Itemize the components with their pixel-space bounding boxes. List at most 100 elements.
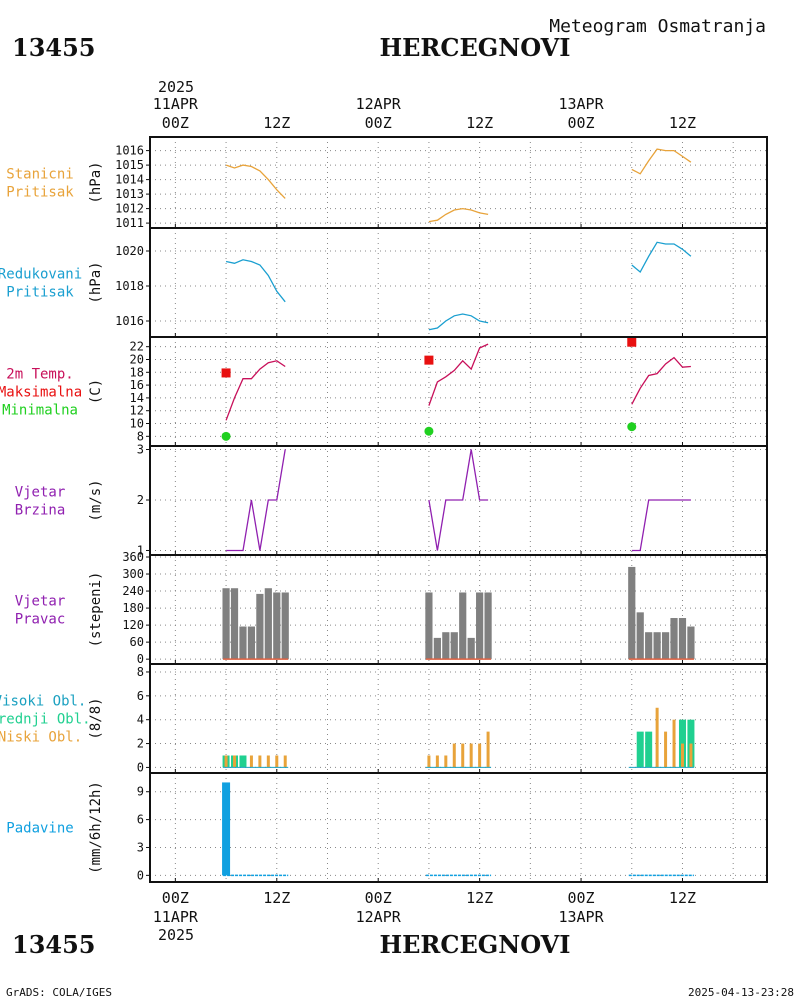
panel-label-line: Visoki Obl. (0, 694, 86, 710)
panel-label-line: Maksimalna (0, 385, 82, 401)
series-line (428, 343, 489, 406)
series-line (225, 164, 286, 199)
y-tick-label: 1020 (115, 244, 144, 258)
cloud-low-bar (224, 755, 228, 768)
panel-label-line: Pravac (15, 612, 66, 628)
y-tick-label: 4 (137, 713, 144, 727)
cloud-mid-bar (239, 755, 247, 768)
cloud-low-bar (461, 743, 465, 768)
min-temp-marker (221, 431, 231, 441)
credit-text: GrADS: COLA/IGES (6, 986, 112, 999)
y-tick-label: 1016 (115, 314, 144, 328)
y-tick-label: 1016 (115, 144, 144, 158)
cloud-low-bar (435, 755, 439, 768)
series-line (428, 313, 489, 331)
y-tick-label: 1012 (115, 202, 144, 216)
wind-direction-bar (687, 626, 695, 660)
bottom-hour-label: 12Z (466, 889, 493, 907)
top-hour-label: 00Z (365, 114, 392, 132)
wind-direction-bar (450, 632, 458, 660)
top-year-label: 2025 (158, 78, 194, 96)
y-tick-label: 3 (137, 840, 144, 854)
y-tick-label: 10 (130, 417, 144, 431)
cloud-low-bar (478, 743, 482, 768)
precip-bar (222, 782, 231, 876)
y-tick-label: 18 (130, 365, 144, 379)
wind-direction-bar (264, 588, 272, 660)
y-tick-label: 16 (130, 378, 144, 392)
station-id-top: 13455 (12, 33, 96, 62)
y-tick-label: 1018 (115, 279, 144, 293)
panel-label-line: Minimalna (2, 403, 78, 419)
cloud-low-bar (233, 755, 237, 768)
wind-direction-bar (484, 592, 492, 660)
cloud-low-bar (258, 755, 262, 768)
panel-label-line: Pritisak (6, 185, 74, 201)
wind-direction-bar (636, 612, 644, 660)
series-line (428, 449, 489, 551)
y-tick-label: 1014 (115, 173, 144, 187)
min-temp-marker (424, 426, 434, 436)
header: 13455 HERCEGNOVI Meteogram Osmatranja (12, 16, 766, 62)
cloud-low-bar (680, 743, 684, 768)
y-tick-label: 120 (122, 618, 144, 632)
top-hour-label: 12Z (466, 114, 493, 132)
y-tick-label: 1013 (115, 187, 144, 201)
top-hour-label: 00Z (162, 114, 189, 132)
y-tick-label: 300 (122, 567, 144, 581)
y-axis-label: (m/s) (88, 479, 104, 521)
panel-label-line: Brzina (15, 503, 66, 519)
y-axis-label: (mm/6h/12h) (88, 781, 104, 874)
bottom-hour-label: 00Z (568, 889, 595, 907)
y-tick-label: 12 (130, 404, 144, 418)
y-tick-label: 14 (130, 391, 144, 405)
cloud-low-bar (444, 755, 448, 768)
cloud-low-bar (249, 755, 253, 768)
y-tick-label: 0 (137, 868, 144, 882)
series-line (225, 360, 286, 421)
y-axis-label: (hPa) (88, 261, 104, 303)
bottom-hour-label: 12Z (669, 889, 696, 907)
bottom-year-label: 2025 (158, 926, 194, 944)
panel-label-line: Vjetar (15, 594, 66, 610)
max-temp-marker (627, 337, 637, 347)
wind-direction-bar (645, 632, 653, 660)
y-tick-label: 60 (130, 635, 144, 649)
y-tick-label: 2 (137, 737, 144, 751)
cloud-low-bar (427, 755, 431, 768)
max-temp-marker (221, 368, 231, 378)
wind-direction-bar (661, 632, 670, 660)
wind-direction-bar (459, 592, 467, 660)
series-line (631, 148, 692, 175)
cloud-low-bar (283, 755, 287, 768)
wind-direction-bar (628, 566, 636, 660)
y-tick-label: 6 (137, 689, 144, 703)
panel-label-line: Srednji Obl. (0, 712, 91, 728)
wind-direction-bar (247, 626, 256, 660)
cloud-low-bar (664, 731, 668, 768)
series-line (225, 259, 286, 303)
panel-precipitation: 0 3 6 9 Padavine (mm/6h/12h) (6, 772, 768, 883)
wind-direction-bar (678, 618, 687, 660)
min-temp-marker (627, 422, 637, 432)
top-hour-label: 12Z (263, 114, 290, 132)
panel-clouds: 0 2 4 6 8 Visoki Obl. Srednji Obl. Niski Obl. (8… (0, 663, 768, 774)
top-hour-label: 00Z (568, 114, 595, 132)
y-axis-label: (C) (88, 379, 104, 404)
station-id-bottom: 13455 (12, 930, 96, 959)
cloud-low-bar (469, 743, 473, 768)
y-tick-label: 360 (122, 550, 144, 564)
y-tick-label: 20 (130, 352, 144, 366)
wind-direction-bar (425, 592, 433, 660)
bottom-hour-label: 00Z (162, 889, 189, 907)
wind-direction-bar (653, 632, 661, 660)
y-axis-label: (8/8) (88, 697, 104, 739)
cloud-mid-bar (636, 731, 644, 768)
panel-reduced-pressure: 1016 1018 1020 Redukovani Pritisak (hPa) (0, 227, 768, 338)
bottom-day-label: 12APR (356, 908, 402, 926)
y-tick-label: 6 (137, 813, 144, 827)
cloud-low-bar (275, 755, 279, 768)
